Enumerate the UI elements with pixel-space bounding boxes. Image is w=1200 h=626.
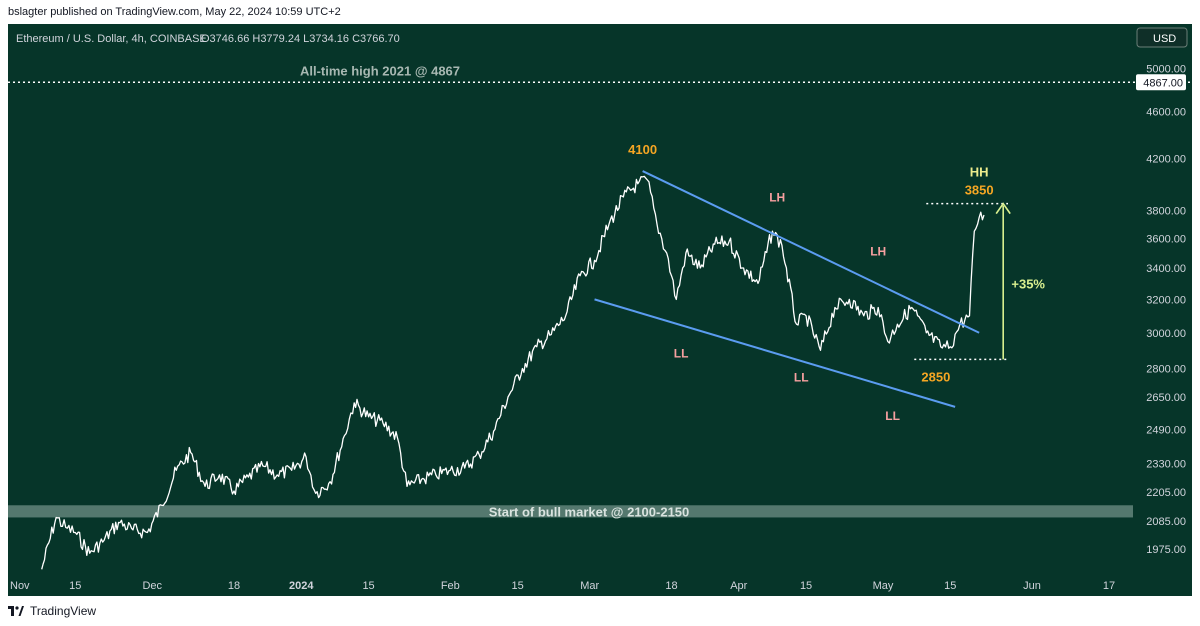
y-tick-label: 3800.00 bbox=[1146, 205, 1186, 217]
low-2850-label: 2850 bbox=[921, 369, 950, 384]
y-tick-label: 5000.00 bbox=[1146, 63, 1186, 75]
chart-panel[interactable]: 5000.00 4600.00 4200.00 3800.00 3600.00 3400.… bbox=[8, 24, 1192, 596]
price-chart[interactable]: 5000.00 4600.00 4200.00 3800.00 3600.00 3400.… bbox=[8, 24, 1192, 596]
x-tick-label: 18 bbox=[228, 580, 240, 592]
bull-zone-label: Start of bull market @ 2100-2150 bbox=[489, 504, 690, 519]
y-tick-label: 4200.00 bbox=[1146, 154, 1186, 166]
lower-trendline bbox=[594, 298, 956, 408]
x-tick-label: 2024 bbox=[289, 580, 314, 592]
y-tick-label: 3400.00 bbox=[1146, 263, 1186, 275]
x-tick-label: 15 bbox=[362, 580, 374, 592]
upper-trendline bbox=[642, 170, 980, 334]
ll-label-1: LL bbox=[674, 346, 689, 360]
x-tick-label: Nov bbox=[10, 580, 30, 592]
measure-arrowhead bbox=[995, 202, 1011, 215]
x-tick-label: Apr bbox=[730, 580, 747, 592]
footer: TradingView bbox=[8, 602, 96, 620]
y-tick-label: 4600.00 bbox=[1146, 106, 1186, 118]
y-tick-label: 2085.00 bbox=[1146, 516, 1186, 528]
price-series-line bbox=[41, 175, 985, 570]
ll-label-3: LL bbox=[885, 409, 900, 423]
ath-price-scale-box bbox=[1136, 74, 1186, 91]
publisher-line: bslagter published on TradingView.com, M… bbox=[8, 6, 341, 18]
x-tick-label: 18 bbox=[665, 580, 677, 592]
y-tick-label: 1975.00 bbox=[1146, 544, 1186, 556]
x-tick-label: Mar bbox=[580, 580, 599, 592]
x-tick-label: 15 bbox=[69, 580, 81, 592]
tradingview-logo-icon bbox=[8, 606, 24, 616]
y-tick-label: 2205.00 bbox=[1146, 487, 1186, 499]
y-tick-label: 3000.00 bbox=[1146, 328, 1186, 340]
high-3850-label: 3850 bbox=[965, 183, 994, 198]
hh-label: HH bbox=[970, 164, 989, 179]
y-tick-label: 2650.00 bbox=[1146, 392, 1186, 404]
x-tick-label: 15 bbox=[944, 580, 956, 592]
ll-label-2: LL bbox=[794, 371, 809, 385]
currency-button[interactable] bbox=[1136, 27, 1188, 48]
y-tick-label: 2800.00 bbox=[1146, 364, 1186, 376]
x-tick-label: 17 bbox=[1103, 580, 1115, 592]
currency-button-label[interactable]: USD bbox=[1153, 33, 1176, 45]
x-tick-label: Jun bbox=[1023, 580, 1041, 592]
ohlc-values: O3746.66 H3779.24 L3734.16 C3766.70 bbox=[201, 33, 400, 45]
lh-label-2: LH bbox=[870, 245, 886, 259]
footer-brand: TradingView bbox=[30, 604, 97, 618]
y-tick-label: 3200.00 bbox=[1146, 294, 1186, 306]
x-tick-label: May bbox=[873, 580, 894, 592]
symbol-title: Ethereum / U.S. Dollar, 4h, COINBASE bbox=[16, 33, 207, 45]
ath-price-scale-label: 4867.00 bbox=[1143, 77, 1183, 89]
y-tick-label: 3600.00 bbox=[1146, 233, 1186, 245]
x-tick-label: 15 bbox=[800, 580, 812, 592]
x-tick-label: 15 bbox=[511, 580, 523, 592]
bull-market-zone bbox=[8, 505, 1133, 518]
y-tick-label: 2330.00 bbox=[1146, 459, 1186, 471]
y-tick-label: 2490.00 bbox=[1146, 424, 1186, 436]
x-tick-label: Feb bbox=[441, 580, 460, 592]
ath-label: All-time high 2021 @ 4867 bbox=[300, 63, 460, 78]
peak-4100-label: 4100 bbox=[628, 142, 657, 157]
gain-35-label: +35% bbox=[1011, 276, 1045, 291]
x-tick-label: Dec bbox=[142, 580, 162, 592]
lh-label-1: LH bbox=[769, 191, 785, 205]
